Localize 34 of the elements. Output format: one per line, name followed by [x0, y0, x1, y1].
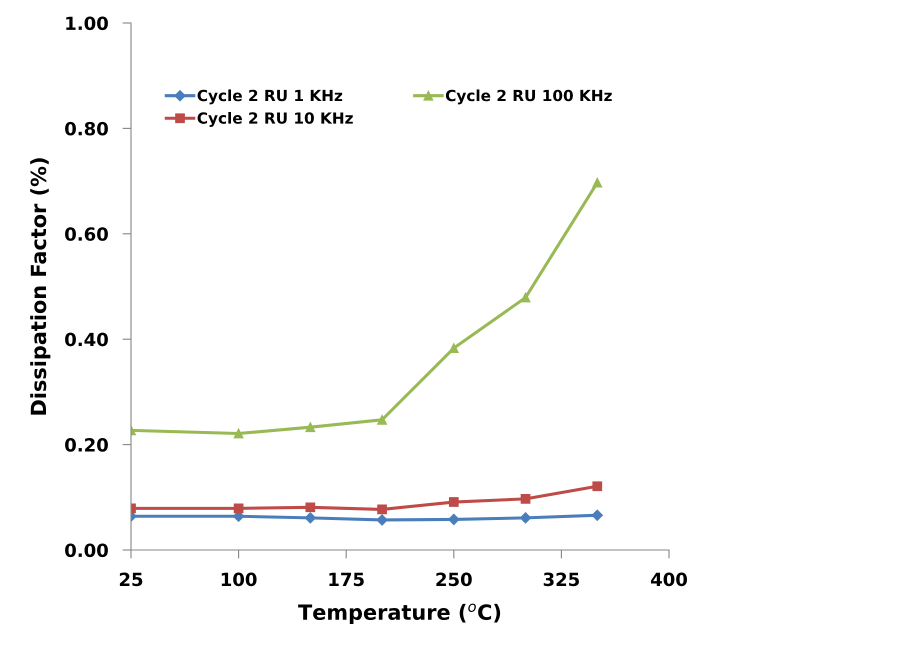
- point: [448, 343, 459, 354]
- point: [304, 512, 316, 524]
- y-tick-label: 0.80: [65, 122, 108, 136]
- point: [520, 292, 530, 302]
- x-tick-label: 325: [544, 572, 579, 586]
- y-tick-label: 1.00: [66, 16, 108, 30]
- point: [592, 481, 602, 492]
- y-tick-label: 0.40: [65, 332, 108, 346]
- point: [234, 504, 244, 514]
- point: [448, 514, 460, 526]
- point: [305, 502, 316, 512]
- x-tick-label: 250: [436, 572, 472, 586]
- y-axis-title: Dissipation Factor (%): [30, 158, 50, 415]
- point: [520, 494, 530, 504]
- legend-label: Cycle 2 RU 10 KHz: [198, 112, 353, 127]
- point: [234, 428, 244, 438]
- point: [377, 504, 387, 514]
- point: [305, 422, 316, 432]
- x-tick-label: 100: [222, 572, 257, 586]
- x-axis-title: Temperature ($^{o}$C): [298, 604, 500, 624]
- y-tick-label: 0.60: [65, 227, 108, 241]
- y-tick-label: 0.20: [65, 438, 108, 452]
- point: [592, 510, 603, 521]
- x-tick-label: 175: [329, 572, 364, 586]
- point: [377, 414, 387, 425]
- legend-label: Cycle 2 RU 100 KHz: [446, 89, 612, 104]
- point: [448, 497, 459, 507]
- point: [520, 512, 532, 524]
- point: [376, 514, 388, 526]
- x-tick-label: 25: [120, 572, 142, 586]
- y-tick-label: 0.00: [65, 543, 108, 558]
- point: [592, 178, 602, 188]
- x-tick-label: 400: [650, 572, 687, 586]
- legend-label: Cycle 2 RU 1 KHz: [198, 89, 342, 104]
